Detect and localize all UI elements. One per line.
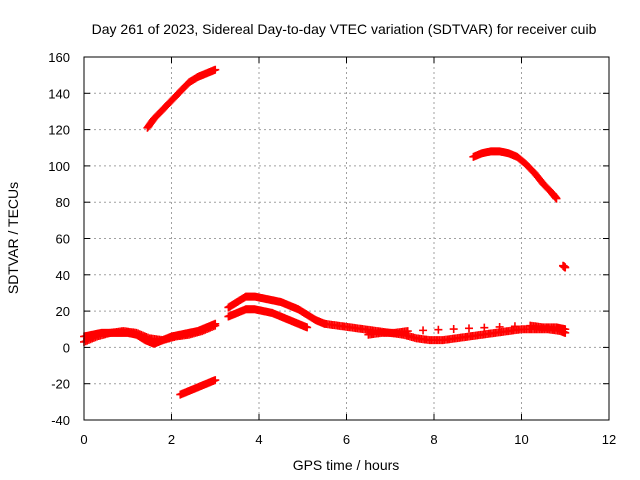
- data-point: [303, 323, 312, 332]
- data-point: [419, 326, 428, 335]
- series-arc-top-left: [143, 65, 220, 132]
- y-tick-label: 80: [56, 195, 70, 210]
- data-point: [434, 325, 443, 334]
- data-point: [561, 325, 570, 334]
- data-point: [480, 323, 489, 332]
- series-arc-top-right: [469, 147, 561, 203]
- plot-frame: [83, 56, 610, 421]
- y-tick-label: -20: [51, 377, 70, 392]
- y-tick-label: 40: [56, 268, 70, 283]
- series-hump-lower: [224, 305, 312, 332]
- x-axis-label: GPS time / hours: [293, 457, 400, 473]
- y-tick-label: 20: [56, 304, 70, 319]
- x-tick-label: 10: [514, 432, 528, 447]
- y-tick-label: 140: [48, 86, 70, 101]
- x-tick-label: 2: [168, 432, 175, 447]
- data-point: [510, 322, 519, 331]
- axis-ticks: 0 2 4 6 8 10 12 -40 -20 0 20 40 60 80 100 120 140 160: [48, 50, 616, 447]
- data-point: [211, 321, 220, 330]
- y-tick-label: 0: [63, 340, 70, 355]
- y-tick-label: 100: [48, 159, 70, 174]
- series-tail-band-2: [364, 321, 570, 339]
- y-tick-label: 160: [48, 50, 70, 65]
- x-tick-label: 0: [80, 432, 87, 447]
- data-point: [211, 65, 220, 74]
- x-tick-label: 6: [343, 432, 350, 447]
- x-tick-label: 8: [430, 432, 437, 447]
- data-point: [211, 376, 220, 385]
- y-tick-label: -40: [51, 413, 70, 428]
- data-point: [552, 194, 561, 203]
- series-arc-right-isolated: [559, 261, 570, 272]
- data-point: [449, 325, 458, 334]
- data-points: [80, 65, 570, 399]
- y-tick-label: 60: [56, 232, 70, 247]
- grid-lines: [84, 57, 609, 420]
- series-arc-bottom-left: [176, 376, 220, 399]
- data-point: [403, 327, 412, 336]
- x-tick-label: 12: [602, 432, 616, 447]
- data-point: [561, 263, 570, 272]
- y-tick-label: 120: [48, 123, 70, 138]
- x-tick-label: 4: [255, 432, 262, 447]
- data-point: [465, 324, 473, 333]
- chart-title: Day 261 of 2023, Sidereal Day-to-day VTE…: [92, 21, 597, 37]
- y-axis-label: SDTVAR / TECUs: [5, 182, 21, 294]
- data-point: [495, 322, 504, 331]
- series-low-band-b: [80, 321, 220, 346]
